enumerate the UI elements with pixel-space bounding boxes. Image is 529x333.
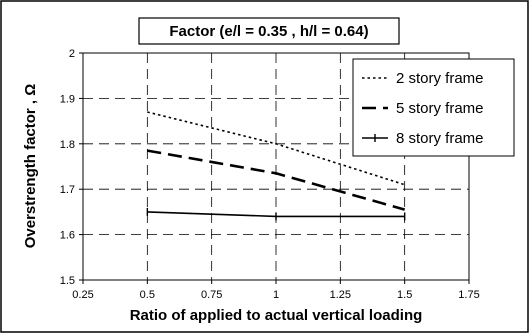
series-line-1 [147, 111, 405, 186]
x-axis-title: Ratio of applied to actual vertical load… [130, 307, 423, 324]
y-tick-label: 1.7 [60, 184, 75, 196]
series-line-2 [147, 149, 406, 211]
legend-label-1: 2 story frame [396, 70, 484, 87]
x-tick-label: 0.75 [201, 289, 222, 301]
series-layer [146, 111, 406, 221]
legend-box [352, 58, 515, 157]
y-tick-label: 2 [69, 48, 75, 60]
y-tick-label: 1.5 [60, 275, 75, 287]
x-tick-label: 1.75 [458, 289, 479, 301]
ticks-layer: 1.5 1.6 1.7 1.8 1.9 2 0.25 0.5 0.75 1 1.25 1.5 1.75 [60, 48, 480, 301]
x-tick-label: 0.25 [72, 289, 93, 301]
y-axis-title: Overstrength factor , Ω [22, 84, 39, 249]
x-tick-label: 0.5 [140, 289, 155, 301]
y-tick-label: 1.6 [60, 230, 75, 242]
title-box [138, 17, 400, 45]
x-tick-label: 1.25 [330, 289, 351, 301]
legend-label-3: 8 story frame [396, 130, 484, 147]
chart-title: Factor (e/l = 0.35 , h/l = 0.64) [169, 23, 368, 40]
legend: 2 story frame 5 story frame 8 story frame [352, 58, 515, 157]
y-tick-label: 1.8 [60, 139, 75, 151]
x-tick-label: 1 [273, 289, 279, 301]
legend-label-2: 5 story frame [396, 100, 484, 117]
y-tick-label: 1.9 [60, 93, 75, 105]
x-tick-label: 1.5 [397, 289, 412, 301]
